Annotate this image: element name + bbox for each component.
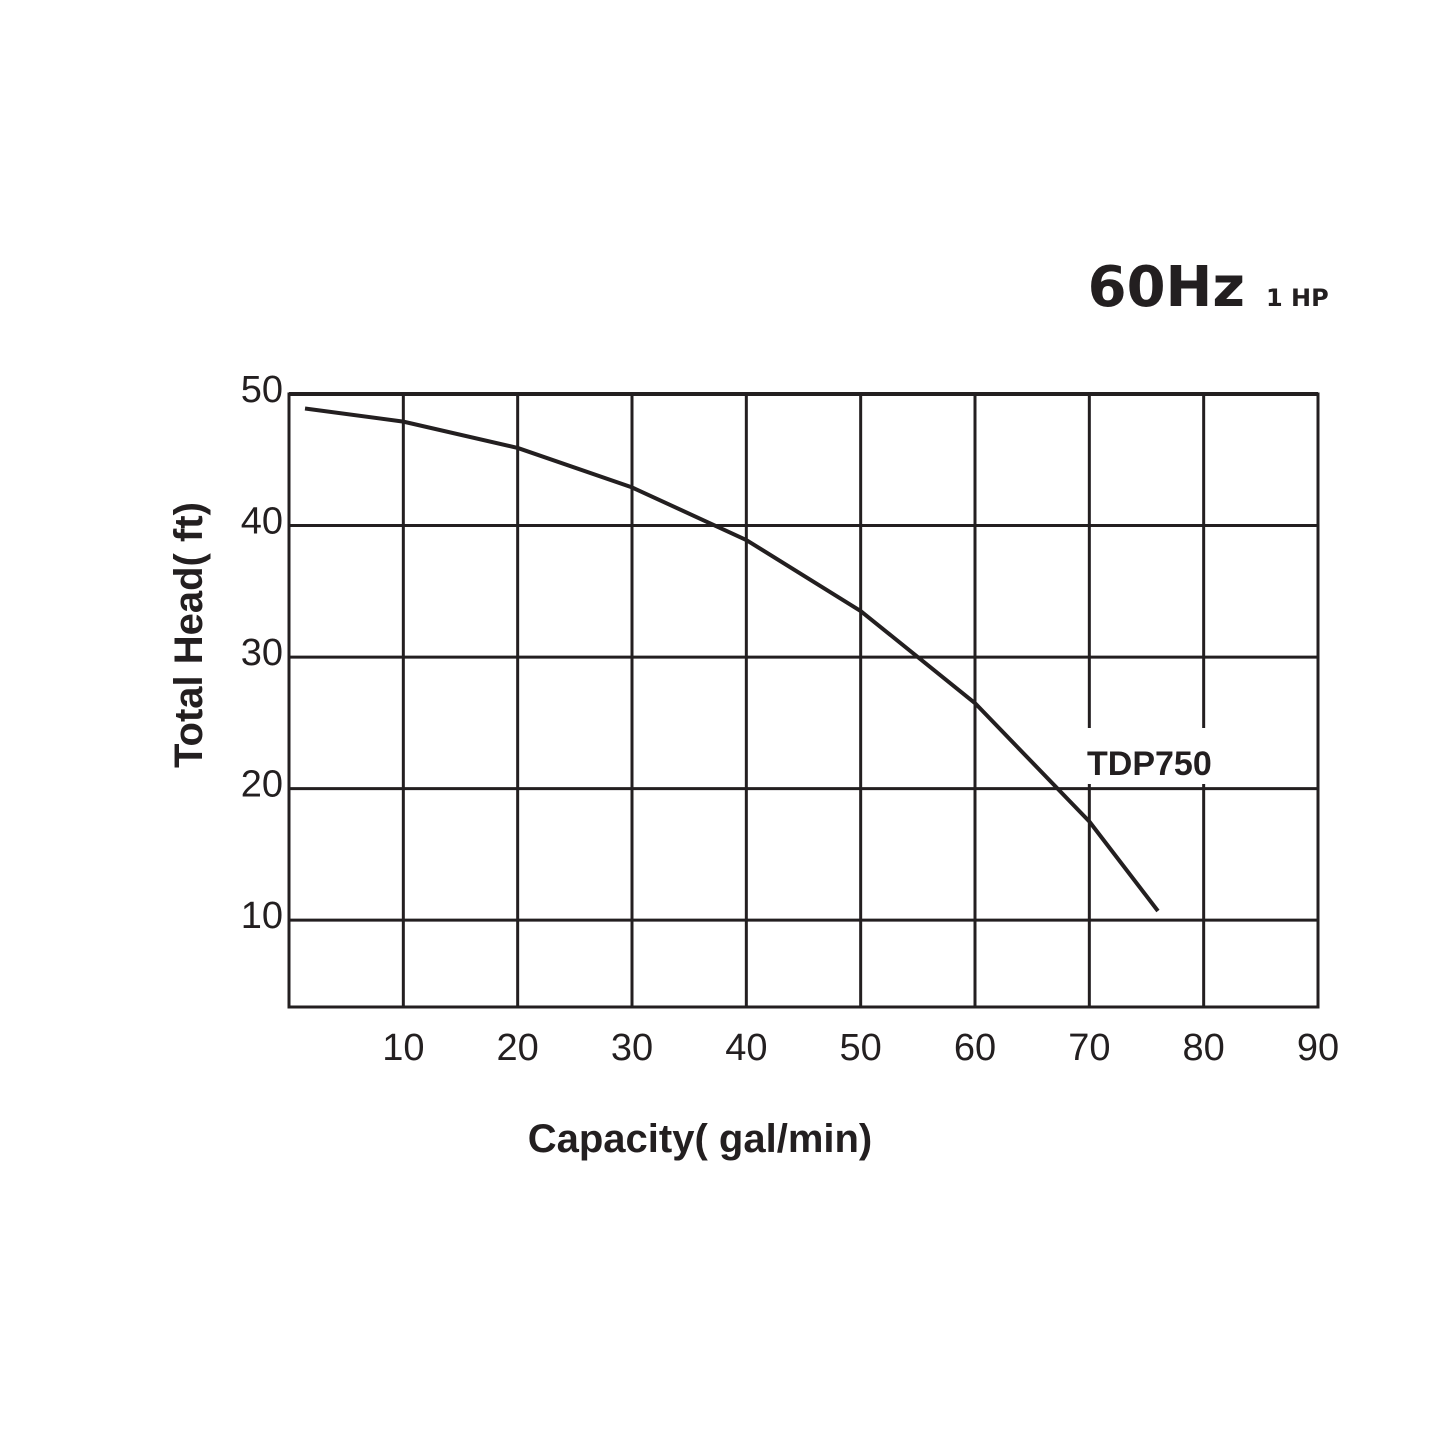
x-tick-label: 90 [1297, 1027, 1339, 1069]
x-tick-label: 30 [611, 1027, 653, 1069]
x-tick-label: 60 [954, 1027, 996, 1069]
x-axis-label: Capacity( gal/min) [528, 1117, 873, 1161]
y-tick-label: 50 [241, 369, 283, 411]
y-axis-label: Total Head( ft) [167, 502, 211, 768]
x-tick-label: 80 [1183, 1027, 1225, 1069]
x-tick-label: 70 [1068, 1027, 1110, 1069]
series-label: TDP750 [1087, 745, 1212, 783]
y-tick-label: 20 [241, 764, 283, 806]
y-tick-label: 30 [241, 632, 283, 674]
x-tick-label: 20 [497, 1027, 539, 1069]
x-tick-label: 10 [382, 1027, 424, 1069]
series-label-background [1082, 728, 1232, 784]
chart-title: 60Hz [1088, 255, 1245, 320]
y-tick-label: 40 [241, 501, 283, 543]
chart-subtitle: 1 HP [1266, 284, 1329, 312]
line-series [304, 406, 1160, 913]
x-tick-label: 40 [725, 1027, 767, 1069]
y-tick-label: 10 [241, 895, 283, 937]
x-tick-label: 50 [840, 1027, 882, 1069]
